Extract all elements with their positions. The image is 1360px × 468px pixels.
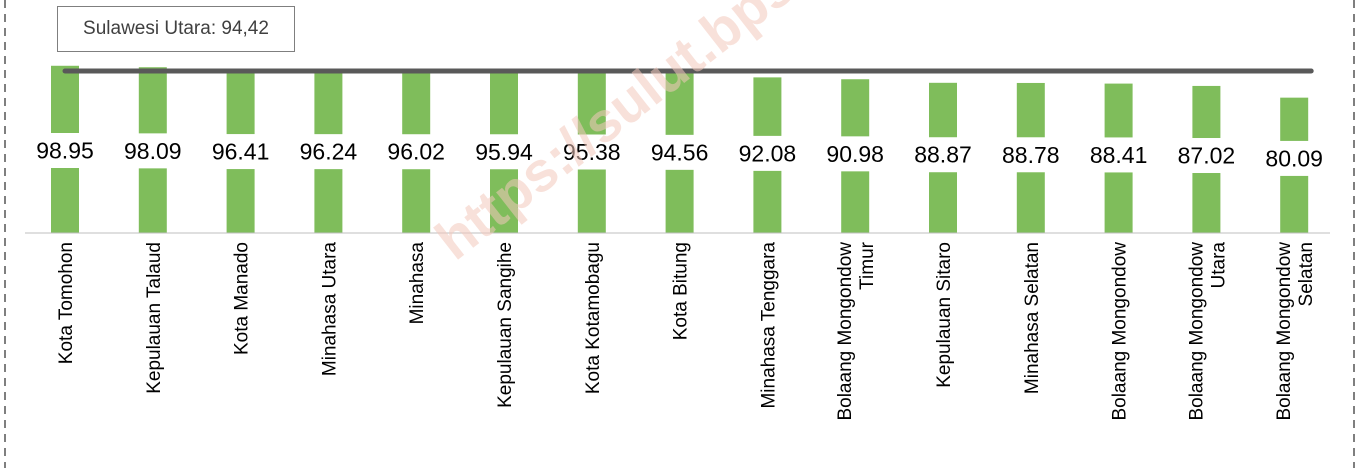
bar-lower-segment xyxy=(929,172,957,233)
category-label: Bolaang MongondowTimur xyxy=(835,241,878,420)
category-label-line: Minahasa Utara xyxy=(319,242,340,377)
bar-lower-segment xyxy=(402,169,431,233)
bar xyxy=(1192,85,1221,139)
category-label-line: Minahasa Selatan xyxy=(1022,242,1043,394)
bar-value-label: 96.41 xyxy=(212,139,270,165)
category-label-line: Kepulauan Sangihe xyxy=(495,242,516,408)
bar-lower-segment xyxy=(1016,172,1045,233)
category-label: Kepulauan Sangihe xyxy=(495,242,516,408)
bar-value-label: 96.02 xyxy=(387,139,445,165)
category-label-line: Bolaang Mongondow xyxy=(1110,242,1131,421)
bar xyxy=(51,65,79,133)
bar xyxy=(841,79,870,137)
bar xyxy=(402,70,431,135)
bar-lower-segment xyxy=(314,169,343,233)
category-label-line: Kepulauan Sitaro xyxy=(934,242,955,388)
bar-value-label: 92.08 xyxy=(739,140,797,166)
bar-lower-segment xyxy=(841,171,870,233)
bar xyxy=(138,67,167,134)
category-label-line: Selatan xyxy=(1296,242,1317,306)
category-labels: Kota Tomohon Kepulauan Talaud Kota Manado M… xyxy=(56,241,1317,420)
bar-lower-segment xyxy=(753,170,782,233)
category-label: Minahasa xyxy=(407,242,428,325)
bar-lower-segment xyxy=(1104,172,1133,233)
category-label: Kota Tomohon xyxy=(56,242,77,364)
category-label-line: Bolaang Mongondow xyxy=(1274,242,1295,421)
category-label-line: Utara xyxy=(1208,242,1229,289)
value-labels: 98.95 98.09 96.41 96.24 96.02 95.94 95.38 94.56… xyxy=(36,138,1323,172)
category-label: Bolaang Mongondow xyxy=(1110,242,1131,421)
bar-value-label: 87.02 xyxy=(1178,143,1236,169)
bar-value-label: 88.78 xyxy=(1002,142,1060,168)
bar-value-label: 80.09 xyxy=(1265,145,1323,171)
category-label-line: Minahasa Tenggara xyxy=(758,242,779,409)
category-label-line: Kota Kotamobagu xyxy=(583,242,604,394)
category-label-line: Bolaang Mongondow xyxy=(835,242,856,421)
bar-value-label: 95.38 xyxy=(563,139,621,165)
bar-value-label: 95.94 xyxy=(475,139,533,165)
bar-value-label: 90.98 xyxy=(826,141,884,167)
category-label-line: Kota Tomohon xyxy=(56,242,77,364)
bar-value-label: 88.87 xyxy=(914,142,972,168)
category-label: Kota Bitung xyxy=(671,242,692,340)
bar xyxy=(665,73,694,135)
bar xyxy=(1280,97,1309,141)
bar-lower-segment xyxy=(138,168,167,233)
bar-value-label: 98.95 xyxy=(36,138,94,164)
bar xyxy=(314,70,343,135)
category-label: Minahasa Utara xyxy=(319,242,340,377)
bar xyxy=(753,77,782,136)
bar-lower-segment xyxy=(51,168,79,233)
category-label-line: Kota Bitung xyxy=(671,242,692,340)
category-label-line: Bolaang Mongondow xyxy=(1186,242,1207,421)
category-label-line: Kota Manado xyxy=(232,242,253,355)
bar-lower-segment xyxy=(490,169,518,233)
category-label: Bolaang MongondowSelatan xyxy=(1274,242,1317,421)
bar-value-label: 94.56 xyxy=(651,139,709,165)
bar xyxy=(577,71,606,135)
reference-label: Sulawesi Utara: 94,42 xyxy=(83,18,269,39)
category-label: Kota Kotamobagu xyxy=(583,242,604,394)
category-label-line: Timur xyxy=(857,241,878,290)
category-label: Minahasa Selatan xyxy=(1022,242,1043,394)
bar xyxy=(1016,82,1045,138)
bar-lower-segment xyxy=(226,169,255,233)
bar-value-label: 98.09 xyxy=(124,138,182,164)
category-label: Kota Manado xyxy=(232,242,253,355)
bar-lower-segment xyxy=(1192,173,1221,233)
bar-lower-segment xyxy=(665,169,694,233)
bar xyxy=(490,70,518,135)
category-label: Bolaang MongondowUtara xyxy=(1186,242,1229,421)
bar-value-label: 88.41 xyxy=(1090,142,1148,168)
bar-lower-segment xyxy=(577,169,606,233)
category-label-line: Kepulauan Talaud xyxy=(144,242,165,394)
bar-lower-segment xyxy=(1280,175,1309,233)
reference-label-box: Sulawesi Utara: 94,42 xyxy=(57,6,295,52)
bar-value-label: 96.24 xyxy=(300,139,358,165)
category-label-line: Minahasa xyxy=(407,242,428,325)
bar xyxy=(1104,83,1133,138)
bar xyxy=(226,70,255,135)
category-label: Kepulauan Sitaro xyxy=(934,242,955,388)
category-label: Minahasa Tenggara xyxy=(758,242,779,409)
category-label: Kepulauan Talaud xyxy=(144,242,165,394)
bar xyxy=(929,82,957,138)
bar-series xyxy=(51,65,1309,233)
